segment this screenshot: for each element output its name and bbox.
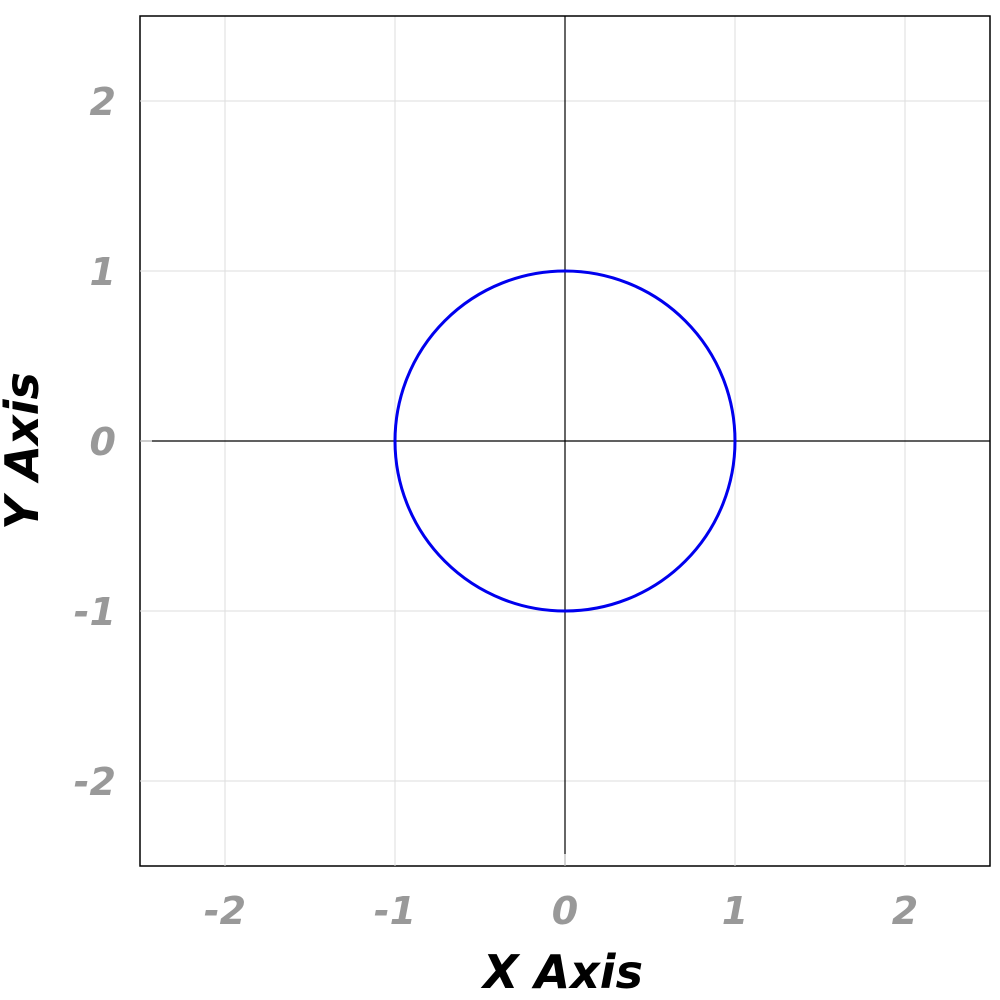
x-tick-label: -2 <box>204 889 246 933</box>
y-tick-label: -2 <box>74 760 116 804</box>
series-layer <box>393 269 737 613</box>
x-axis-title: X Axis <box>480 945 643 999</box>
y-tick-labels: -2 -1 0 1 2 <box>74 80 116 804</box>
y-tick-label: -1 <box>74 590 116 634</box>
x-tick-label: 2 <box>892 889 918 933</box>
x-tick-label: -1 <box>374 889 416 933</box>
x-tick-label: 0 <box>552 889 578 933</box>
y-tick-label: 1 <box>90 250 116 294</box>
zero-lines <box>140 16 990 866</box>
y-axis-title: Y Axis <box>0 372 49 530</box>
x-tick-label: 1 <box>722 889 748 933</box>
tick-marks <box>140 100 906 866</box>
unit-circle-curve <box>393 269 737 613</box>
x-tick-labels: -2 -1 0 1 2 <box>204 889 918 933</box>
y-tick-label: 2 <box>90 80 116 124</box>
y-tick-label: 0 <box>90 420 116 464</box>
